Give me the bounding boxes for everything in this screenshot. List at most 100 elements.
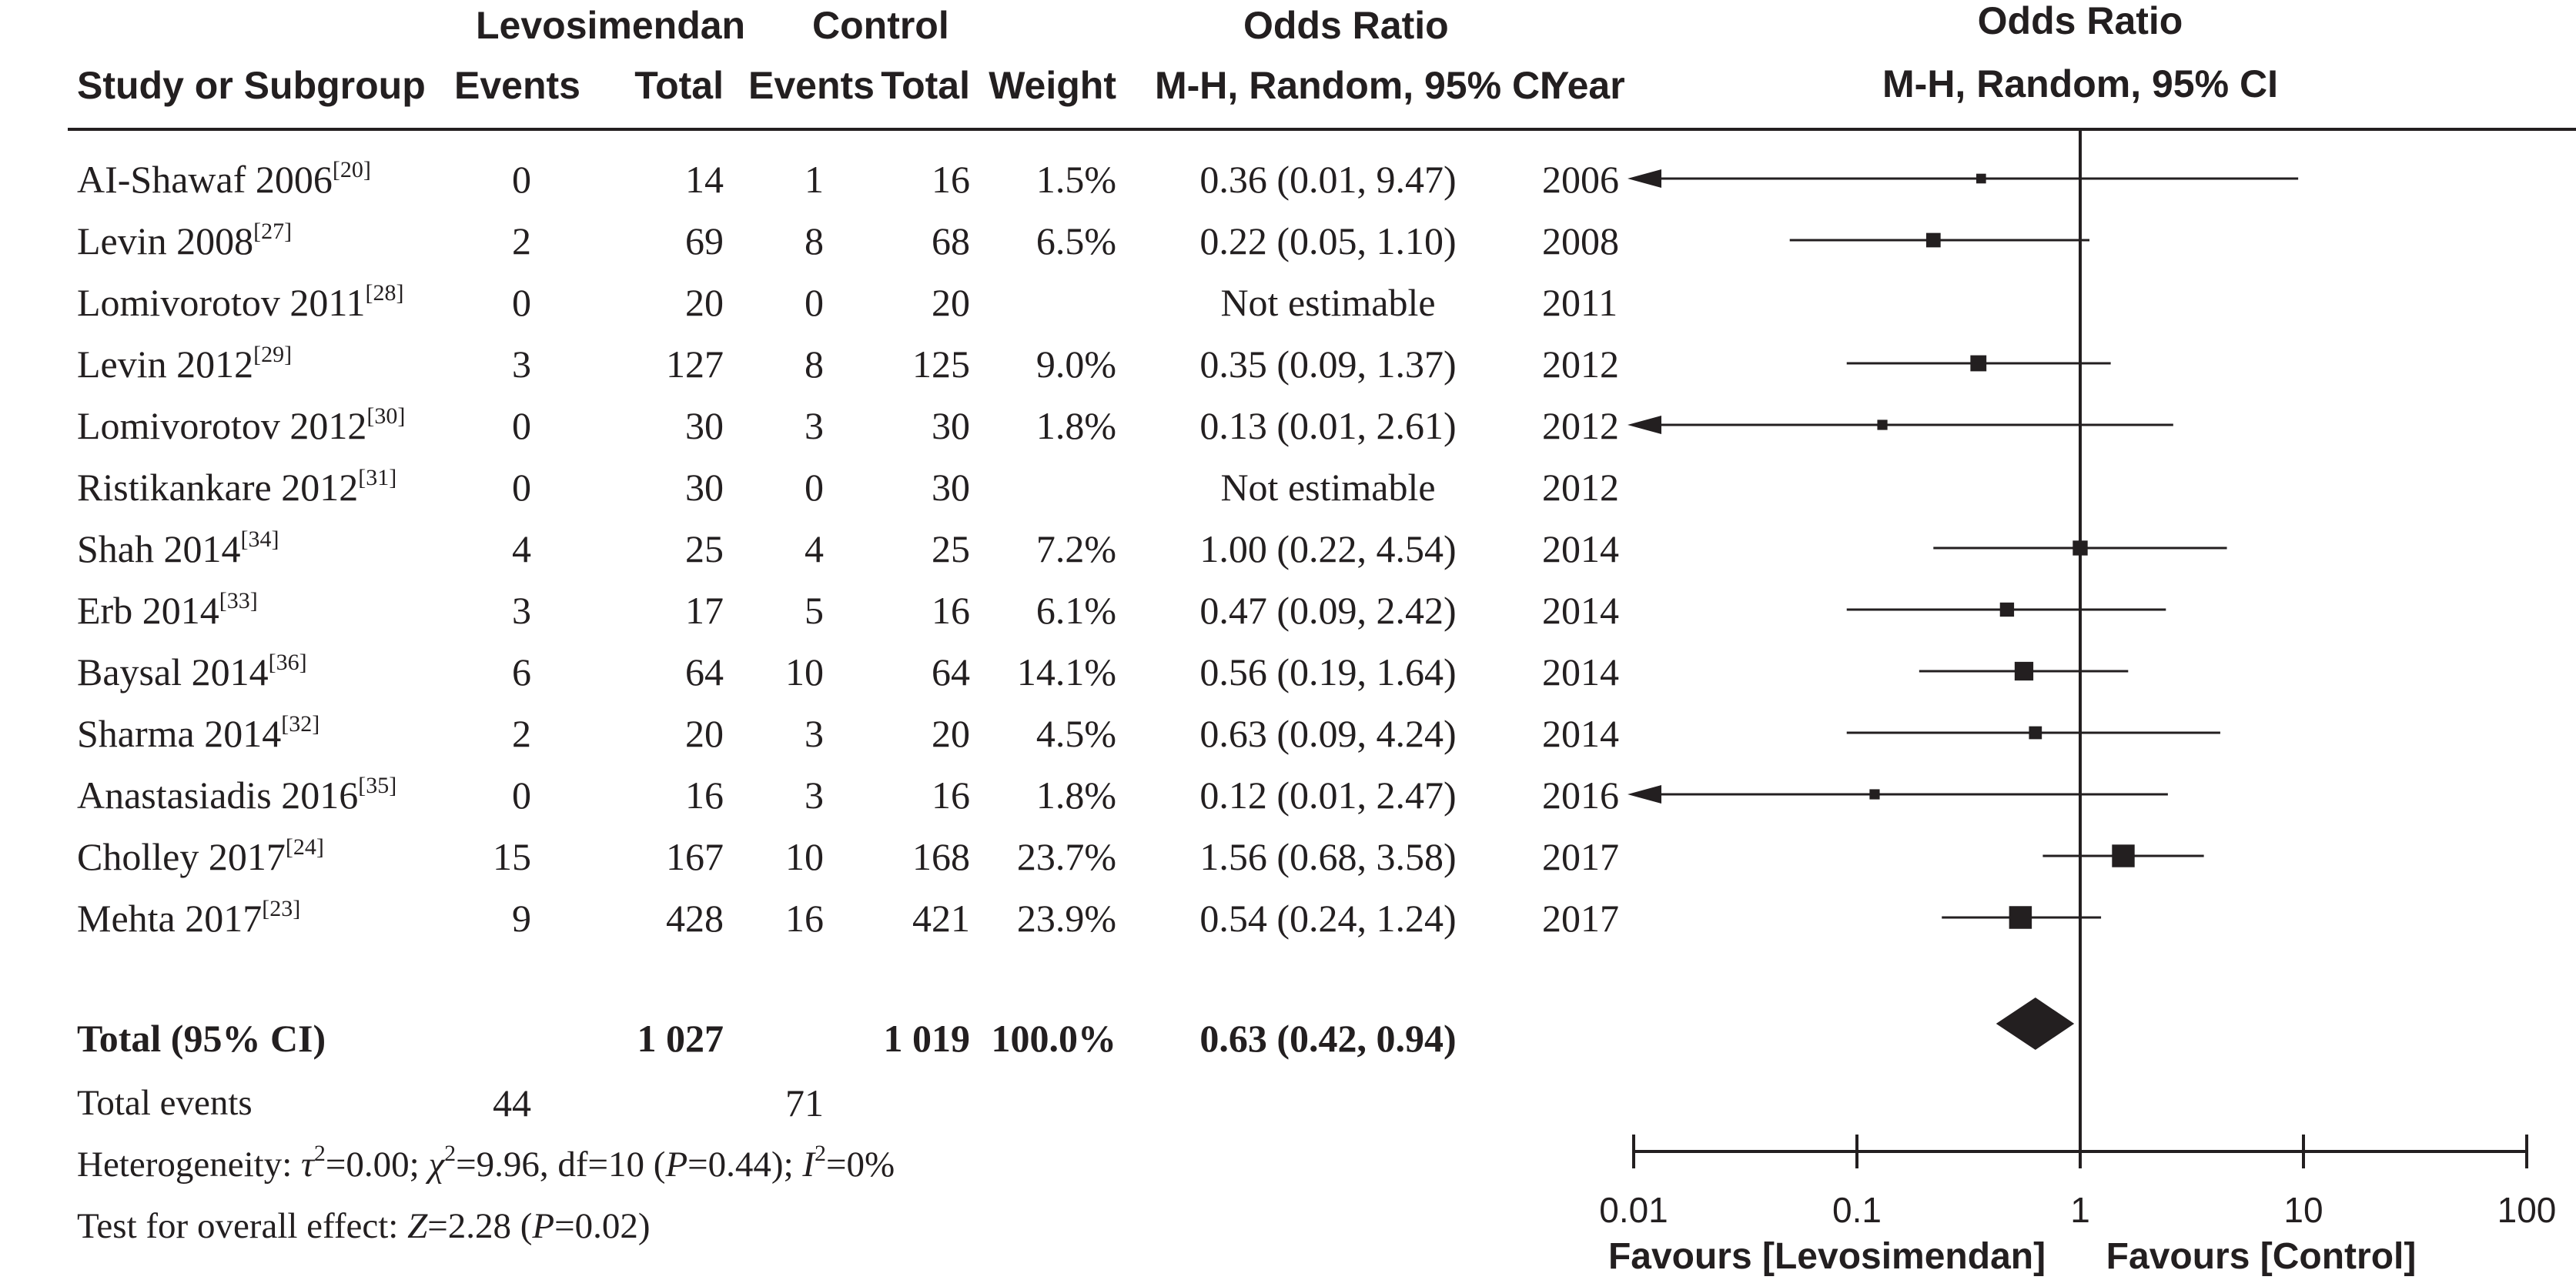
total-lev: 20 bbox=[685, 712, 724, 755]
year: 2012 bbox=[1542, 343, 1619, 386]
study-name: Anastasiadis 2016[35] bbox=[77, 773, 397, 817]
events-ctrl: 3 bbox=[805, 404, 824, 447]
total-lev: 428 bbox=[666, 897, 724, 940]
study-name: Lomivorotov 2012[30] bbox=[77, 403, 406, 447]
study-reference: [20] bbox=[332, 157, 371, 182]
year: 2014 bbox=[1542, 527, 1619, 570]
events-lev: 3 bbox=[512, 589, 531, 632]
year: 2017 bbox=[1542, 897, 1619, 940]
events-ctrl: 5 bbox=[805, 589, 824, 632]
total-weight: 100.0% bbox=[991, 1017, 1117, 1060]
total-lev: 127 bbox=[666, 343, 724, 386]
weight: 1.8% bbox=[1035, 404, 1116, 447]
point-estimate bbox=[1970, 355, 1987, 372]
point-estimate bbox=[1877, 419, 1888, 430]
events-lev: 15 bbox=[493, 835, 531, 878]
header-odds-ratio: Odds Ratio bbox=[1243, 4, 1449, 47]
or-ci: Not estimable bbox=[1220, 281, 1436, 324]
header-year: Year bbox=[1544, 64, 1625, 107]
point-estimate bbox=[1999, 602, 2015, 617]
weight: 6.1% bbox=[1035, 589, 1116, 632]
year: 2011 bbox=[1542, 281, 1618, 324]
header-rule bbox=[68, 128, 2576, 131]
study-reference: [33] bbox=[219, 588, 258, 613]
year: 2017 bbox=[1542, 835, 1619, 878]
total-lev: 167 bbox=[666, 835, 724, 878]
study-name: AI-Shawaf 2006[20] bbox=[77, 157, 371, 201]
study-reference: [32] bbox=[281, 711, 320, 737]
or-ci: 0.56 (0.19, 1.64) bbox=[1199, 650, 1457, 693]
study-reference: [30] bbox=[366, 403, 406, 429]
events-ctrl: 10 bbox=[785, 650, 824, 693]
favours-left-label: Favours [Levosimendan] bbox=[1608, 1236, 2046, 1277]
heterogeneity-text: Heterogeneity: τ2=0.00; χ2=9.96, df=10 (… bbox=[77, 1141, 895, 1185]
total-lev: 16 bbox=[685, 774, 724, 817]
point-estimate bbox=[2029, 726, 2042, 740]
point-estimate bbox=[2009, 906, 2032, 929]
year: 2012 bbox=[1542, 466, 1619, 509]
or-ci: 0.36 (0.01, 9.47) bbox=[1199, 158, 1457, 201]
weight: 4.5% bbox=[1035, 712, 1116, 755]
point-estimate bbox=[1869, 789, 1880, 800]
total-ctrl: 25 bbox=[932, 527, 970, 570]
header-method: M-H, Random, 95% CI bbox=[1155, 64, 1551, 107]
events-lev: 0 bbox=[512, 774, 531, 817]
study-reference: [24] bbox=[285, 834, 324, 860]
total-ctrl: 64 bbox=[932, 650, 970, 693]
or-ci: 1.00 (0.22, 4.54) bbox=[1199, 527, 1457, 570]
point-estimate bbox=[1976, 173, 1986, 184]
total-ctrl: 30 bbox=[932, 404, 970, 447]
total-lev: 14 bbox=[685, 158, 724, 201]
favours-right-label: Favours [Control] bbox=[2106, 1236, 2417, 1277]
study-reference: [34] bbox=[240, 526, 279, 552]
weight: 9.0% bbox=[1035, 343, 1116, 386]
weight: 23.7% bbox=[1016, 835, 1116, 878]
study-name: Cholley 2017[24] bbox=[77, 834, 324, 878]
point-estimate bbox=[1925, 232, 1941, 248]
year: 2014 bbox=[1542, 650, 1619, 693]
study-reference: [23] bbox=[262, 896, 301, 921]
header-study: Study or Subgroup bbox=[77, 64, 426, 107]
total-ctrl: 30 bbox=[932, 466, 970, 509]
header-weight: Weight bbox=[989, 64, 1116, 107]
or-ci: 1.56 (0.68, 3.58) bbox=[1199, 835, 1457, 878]
point-estimate bbox=[2014, 661, 2034, 681]
total-ctrl: 16 bbox=[932, 158, 970, 201]
study-name: Ristikankare 2012[31] bbox=[77, 465, 397, 509]
plot-header-method: M-H, Random, 95% CI bbox=[1882, 62, 2278, 105]
events-lev: 2 bbox=[512, 712, 531, 755]
or-ci: 0.47 (0.09, 2.42) bbox=[1199, 589, 1457, 632]
events-ctrl: 3 bbox=[805, 712, 824, 755]
pooled-diamond bbox=[1996, 998, 2075, 1050]
events-ctrl: 3 bbox=[805, 774, 824, 817]
total-lev: 20 bbox=[685, 281, 724, 324]
or-ci: 0.13 (0.01, 2.61) bbox=[1199, 404, 1457, 447]
overall-effect-text: Test for overall effect: Z=2.28 (P=0.02) bbox=[77, 1206, 651, 1246]
total-events-lev: 44 bbox=[493, 1081, 531, 1125]
year: 2008 bbox=[1542, 219, 1619, 262]
total-ctrl: 20 bbox=[932, 712, 970, 755]
total-lev: 69 bbox=[685, 219, 724, 262]
ci-arrow bbox=[1628, 416, 1661, 434]
total-ctrl: 125 bbox=[912, 343, 970, 386]
total-sum-lev: 1 027 bbox=[637, 1017, 724, 1060]
weight: 23.9% bbox=[1016, 897, 1116, 940]
weight: 6.5% bbox=[1035, 219, 1116, 262]
total-lev: 64 bbox=[685, 650, 724, 693]
study-name: Sharma 2014[32] bbox=[77, 711, 320, 755]
total-events-row: Total events bbox=[77, 1082, 253, 1124]
year: 2012 bbox=[1542, 404, 1619, 447]
year: 2006 bbox=[1542, 158, 1619, 201]
events-ctrl: 8 bbox=[805, 219, 824, 262]
or-ci: 0.63 (0.09, 4.24) bbox=[1199, 712, 1457, 755]
study-name: Mehta 2017[23] bbox=[77, 896, 301, 940]
total-or-ci: 0.63 (0.42, 0.94) bbox=[1199, 1017, 1457, 1060]
total-ctrl: 168 bbox=[912, 835, 970, 878]
ci-arrow bbox=[1628, 169, 1661, 188]
total-label: Total (95% CI) bbox=[77, 1017, 326, 1060]
header-control: Control bbox=[812, 4, 949, 47]
header-events-lev: Events bbox=[454, 64, 580, 107]
total-ctrl: 421 bbox=[912, 897, 970, 940]
or-ci: 0.35 (0.09, 1.37) bbox=[1199, 343, 1457, 386]
